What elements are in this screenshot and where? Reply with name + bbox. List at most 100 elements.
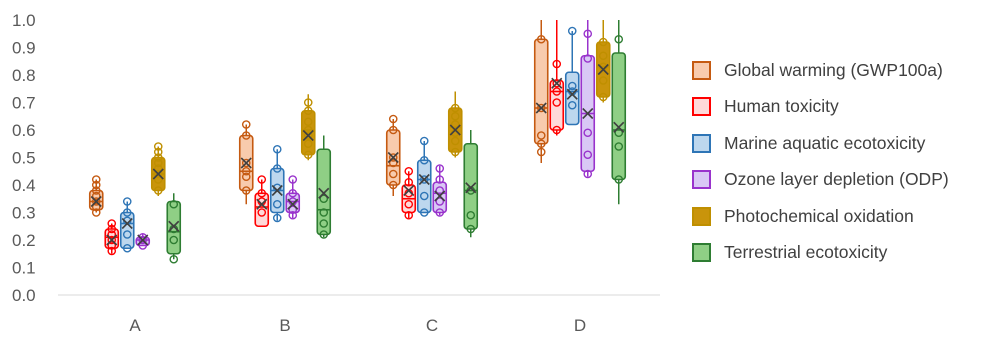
data-point (257, 208, 267, 217)
box-plot (316, 135, 332, 239)
data-point (107, 241, 117, 250)
box-plot (611, 20, 627, 205)
data-point (567, 26, 577, 36)
data-point (450, 147, 460, 157)
x-tick-label: A (129, 316, 141, 335)
legend-item: Ozone layer depletion (ODP) (692, 162, 992, 199)
x-tick-label: D (574, 316, 586, 335)
box-plot (416, 136, 432, 217)
data-point (303, 150, 313, 160)
data-point (91, 175, 101, 184)
legend-label: Photochemical oxidation (724, 205, 914, 226)
data-point (303, 131, 313, 140)
y-tick-label: 0.5 (12, 149, 36, 168)
y-tick-label: 0.1 (12, 259, 36, 278)
legend-label: Terrestrial ecotoxicity (724, 242, 888, 263)
box (316, 148, 332, 236)
data-point (91, 186, 101, 195)
mean-marker (551, 77, 563, 89)
data-point (241, 172, 251, 182)
data-point (404, 210, 414, 220)
mean-marker (434, 190, 446, 202)
data-point (404, 177, 414, 187)
data-point (319, 230, 329, 239)
legend-item: Marine aquatic ecotoxicity (692, 125, 992, 162)
data-point (303, 125, 313, 135)
mean-marker (418, 173, 430, 186)
data-point (272, 164, 282, 173)
mean-marker (465, 182, 477, 194)
data-point (536, 147, 546, 157)
data-point (319, 219, 329, 228)
legend-item: Terrestrial ecotoxicity (692, 235, 992, 272)
data-point (583, 150, 593, 160)
data-point (107, 224, 117, 234)
series-group (119, 26, 580, 253)
box-plot (385, 114, 401, 196)
data-point (552, 125, 562, 135)
data-point (169, 254, 179, 264)
data-point (583, 128, 593, 138)
data-point (598, 76, 608, 85)
data-point (583, 54, 593, 63)
data-point (153, 153, 163, 162)
mean-marker (302, 129, 314, 142)
series-group (150, 20, 611, 196)
box-plot (300, 94, 316, 161)
mean-marker (137, 234, 149, 246)
data-point (466, 210, 476, 220)
data-point (552, 78, 562, 88)
box (533, 38, 549, 145)
data-point (138, 235, 148, 245)
data-point (107, 230, 117, 239)
mean-marker (168, 220, 180, 232)
series-group (104, 20, 565, 256)
data-point (153, 147, 163, 157)
data-point (153, 158, 163, 168)
data-point (169, 235, 179, 245)
data-point (91, 197, 101, 206)
box-plot (564, 26, 580, 126)
data-point (466, 224, 476, 234)
mean-marker (152, 168, 164, 180)
data-point (241, 166, 251, 176)
mean-marker (271, 184, 283, 197)
y-tick-label: 0.8 (12, 66, 36, 85)
legend-swatch (692, 97, 711, 117)
data-point (388, 180, 398, 190)
legend-item: Global warming (GWP100a) (692, 52, 992, 89)
data-point (450, 136, 460, 146)
data-point (435, 208, 445, 217)
data-point (122, 230, 132, 239)
box (611, 52, 627, 181)
data-point (153, 169, 163, 179)
y-tick-label: 0.4 (12, 176, 36, 195)
data-point (552, 98, 562, 107)
box-plot (135, 232, 151, 250)
box-plot (269, 144, 285, 223)
data-point (614, 34, 624, 44)
legend-item: Photochemical oxidation (692, 198, 992, 235)
data-point (241, 186, 251, 195)
data-point (388, 153, 398, 162)
data-point (303, 117, 313, 127)
x-tick-label: B (279, 316, 290, 335)
box (166, 200, 182, 255)
box-plot (238, 120, 254, 205)
data-point (288, 175, 298, 184)
data-point (598, 51, 608, 61)
box (300, 109, 316, 156)
data-point (388, 125, 398, 135)
data-point (567, 81, 577, 91)
data-point (536, 139, 546, 149)
data-point (419, 175, 429, 184)
mean-marker (403, 184, 415, 197)
mean-marker (256, 198, 268, 210)
data-point (303, 106, 313, 116)
data-point (614, 142, 624, 151)
data-point (272, 144, 282, 154)
box-plot (549, 20, 565, 136)
legend-swatch (692, 60, 711, 80)
mean-marker (449, 124, 461, 136)
